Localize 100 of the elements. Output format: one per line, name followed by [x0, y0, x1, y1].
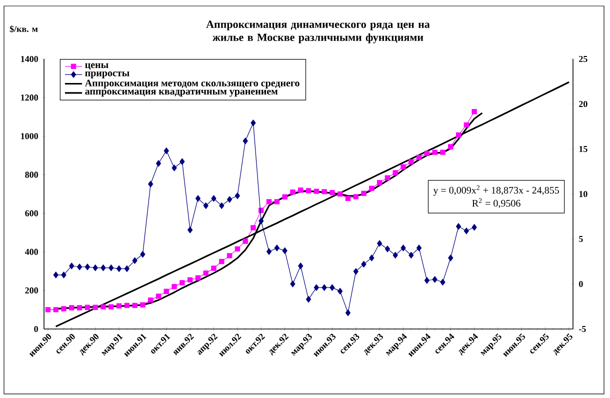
y2-tick-label: 5 [579, 236, 583, 242]
point [140, 302, 146, 308]
point [234, 192, 240, 200]
point [242, 138, 248, 144]
point [84, 304, 90, 310]
point [76, 305, 82, 310]
point [448, 144, 454, 150]
point [361, 190, 366, 196]
point [180, 158, 185, 165]
point [140, 250, 146, 258]
y2-tick-label: 20 [579, 100, 588, 108]
point [274, 199, 280, 204]
y2-tick-label: 25 [579, 56, 588, 62]
point [53, 272, 58, 278]
point [424, 150, 430, 156]
point [440, 278, 446, 286]
point [242, 238, 248, 244]
point [92, 304, 98, 310]
point [100, 304, 106, 310]
point [164, 147, 169, 154]
point [116, 303, 122, 308]
point [195, 275, 201, 280]
point [376, 180, 382, 186]
point [384, 175, 390, 180]
point [172, 164, 177, 172]
point [108, 304, 114, 310]
point [472, 109, 477, 114]
legend-label: аппроксимация квадратичным уранением [85, 90, 278, 97]
legend-label: приросты [85, 71, 130, 78]
point [61, 272, 66, 278]
point [76, 264, 82, 270]
point [108, 264, 114, 272]
y-tick-label: 400 [24, 248, 38, 255]
y2-tick-label: 15 [579, 146, 588, 152]
point [456, 223, 462, 230]
point [416, 244, 422, 252]
point [392, 252, 398, 258]
point [338, 288, 343, 294]
y-tick-label: 0 [34, 326, 38, 332]
point [400, 244, 406, 252]
point [472, 224, 477, 231]
y2-tick-label: 10 [579, 190, 588, 198]
point [148, 180, 154, 188]
point [234, 246, 240, 252]
point [148, 297, 154, 303]
point [440, 150, 446, 155]
point [432, 276, 438, 283]
point [314, 188, 319, 194]
point [298, 188, 304, 193]
point [298, 262, 304, 270]
point [116, 265, 122, 272]
point [203, 270, 208, 276]
point [132, 302, 138, 308]
point [187, 277, 193, 282]
point [456, 132, 462, 138]
point [432, 150, 438, 155]
point [250, 120, 256, 126]
point [69, 262, 74, 270]
point [330, 284, 335, 291]
point [392, 170, 398, 176]
point [330, 190, 335, 196]
point [258, 218, 264, 224]
point [195, 195, 201, 202]
point [282, 194, 288, 200]
point [172, 284, 177, 290]
point [384, 246, 390, 252]
y2-tick-label: -5 [578, 326, 586, 332]
point [132, 257, 138, 264]
point [219, 202, 224, 209]
point [84, 264, 90, 270]
point [369, 186, 374, 191]
point [377, 240, 382, 247]
point [164, 288, 169, 294]
point [124, 265, 130, 272]
chart-title: Аппроксимация динамического ряда цен на жилье в Москве различными функциями [206, 20, 430, 44]
y-tick-label: 200 [25, 287, 38, 294]
point [211, 195, 216, 202]
point [124, 302, 130, 308]
y-tick-label: 600 [25, 210, 38, 216]
point [258, 208, 264, 213]
point [464, 122, 470, 128]
point [266, 199, 272, 204]
point [266, 248, 272, 255]
point [416, 154, 422, 160]
point [180, 280, 185, 286]
y-tick-label: 1000 [21, 133, 38, 140]
point [290, 189, 296, 195]
point [322, 189, 327, 194]
point [156, 160, 162, 167]
point [353, 268, 358, 275]
point [69, 305, 74, 310]
point [61, 306, 66, 312]
point [345, 309, 351, 316]
point [282, 247, 288, 254]
point [353, 194, 358, 200]
point [53, 307, 58, 312]
point [211, 266, 216, 271]
point [322, 284, 327, 291]
point [400, 164, 406, 170]
point [92, 264, 98, 272]
